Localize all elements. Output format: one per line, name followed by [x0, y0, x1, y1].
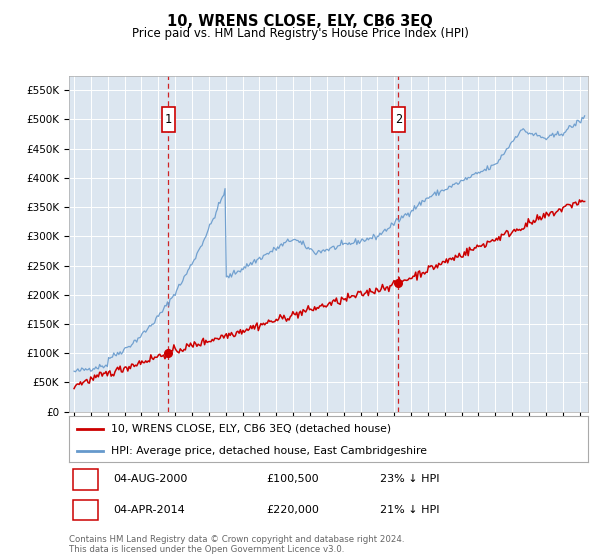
Text: 2: 2	[395, 113, 402, 126]
Text: HPI: Average price, detached house, East Cambridgeshire: HPI: Average price, detached house, East…	[110, 446, 427, 455]
Text: £100,500: £100,500	[266, 474, 319, 484]
FancyBboxPatch shape	[73, 500, 98, 520]
FancyBboxPatch shape	[392, 106, 405, 132]
FancyBboxPatch shape	[73, 469, 98, 489]
Text: Price paid vs. HM Land Registry's House Price Index (HPI): Price paid vs. HM Land Registry's House …	[131, 27, 469, 40]
Text: Contains HM Land Registry data © Crown copyright and database right 2024.
This d: Contains HM Land Registry data © Crown c…	[69, 535, 404, 554]
Text: 1: 1	[164, 113, 172, 126]
Text: 1: 1	[82, 473, 89, 486]
Text: 04-AUG-2000: 04-AUG-2000	[113, 474, 187, 484]
Text: 04-APR-2014: 04-APR-2014	[113, 505, 185, 515]
FancyBboxPatch shape	[162, 106, 175, 132]
Text: £220,000: £220,000	[266, 505, 319, 515]
Text: 10, WRENS CLOSE, ELY, CB6 3EQ: 10, WRENS CLOSE, ELY, CB6 3EQ	[167, 14, 433, 29]
Text: 21% ↓ HPI: 21% ↓ HPI	[380, 505, 440, 515]
Text: 23% ↓ HPI: 23% ↓ HPI	[380, 474, 440, 484]
Text: 10, WRENS CLOSE, ELY, CB6 3EQ (detached house): 10, WRENS CLOSE, ELY, CB6 3EQ (detached …	[110, 424, 391, 434]
Text: 2: 2	[82, 503, 89, 517]
